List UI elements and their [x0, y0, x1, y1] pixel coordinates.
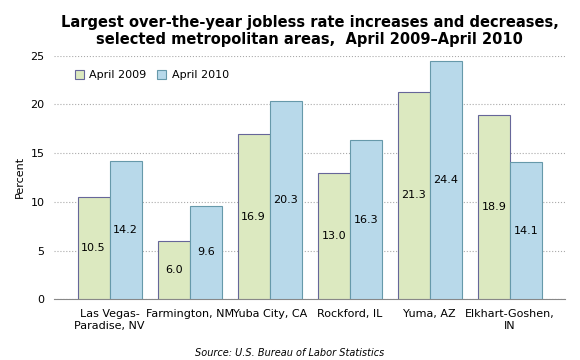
Bar	[158, 241, 190, 299]
Bar	[398, 91, 430, 299]
Bar	[318, 172, 350, 299]
Text: 16.9: 16.9	[241, 212, 266, 222]
Bar	[110, 161, 142, 299]
Legend: April 2009, April 2010: April 2009, April 2010	[70, 66, 233, 85]
Text: 16.3: 16.3	[353, 215, 378, 225]
Bar	[510, 162, 542, 299]
Text: 13.0: 13.0	[321, 231, 346, 241]
Title: Largest over-the-year jobless rate increases and decreases,
selected metropolita: Largest over-the-year jobless rate incre…	[61, 15, 559, 48]
Bar	[190, 206, 222, 299]
Text: Source: U.S. Bureau of Labor Statistics: Source: U.S. Bureau of Labor Statistics	[195, 348, 385, 359]
Y-axis label: Percent: Percent	[15, 156, 25, 198]
Text: 10.5: 10.5	[81, 243, 106, 253]
Text: 14.2: 14.2	[113, 225, 138, 235]
Bar	[350, 140, 382, 299]
Bar	[238, 135, 270, 299]
Text: 6.0: 6.0	[165, 265, 183, 275]
Text: 18.9: 18.9	[481, 202, 506, 212]
Bar	[78, 197, 110, 299]
Text: 24.4: 24.4	[433, 175, 458, 185]
Text: 14.1: 14.1	[513, 225, 538, 235]
Bar	[478, 115, 510, 299]
Bar	[270, 101, 302, 299]
Text: 21.3: 21.3	[401, 190, 426, 201]
Text: 9.6: 9.6	[197, 247, 215, 257]
Bar	[430, 61, 462, 299]
Text: 20.3: 20.3	[273, 195, 298, 205]
